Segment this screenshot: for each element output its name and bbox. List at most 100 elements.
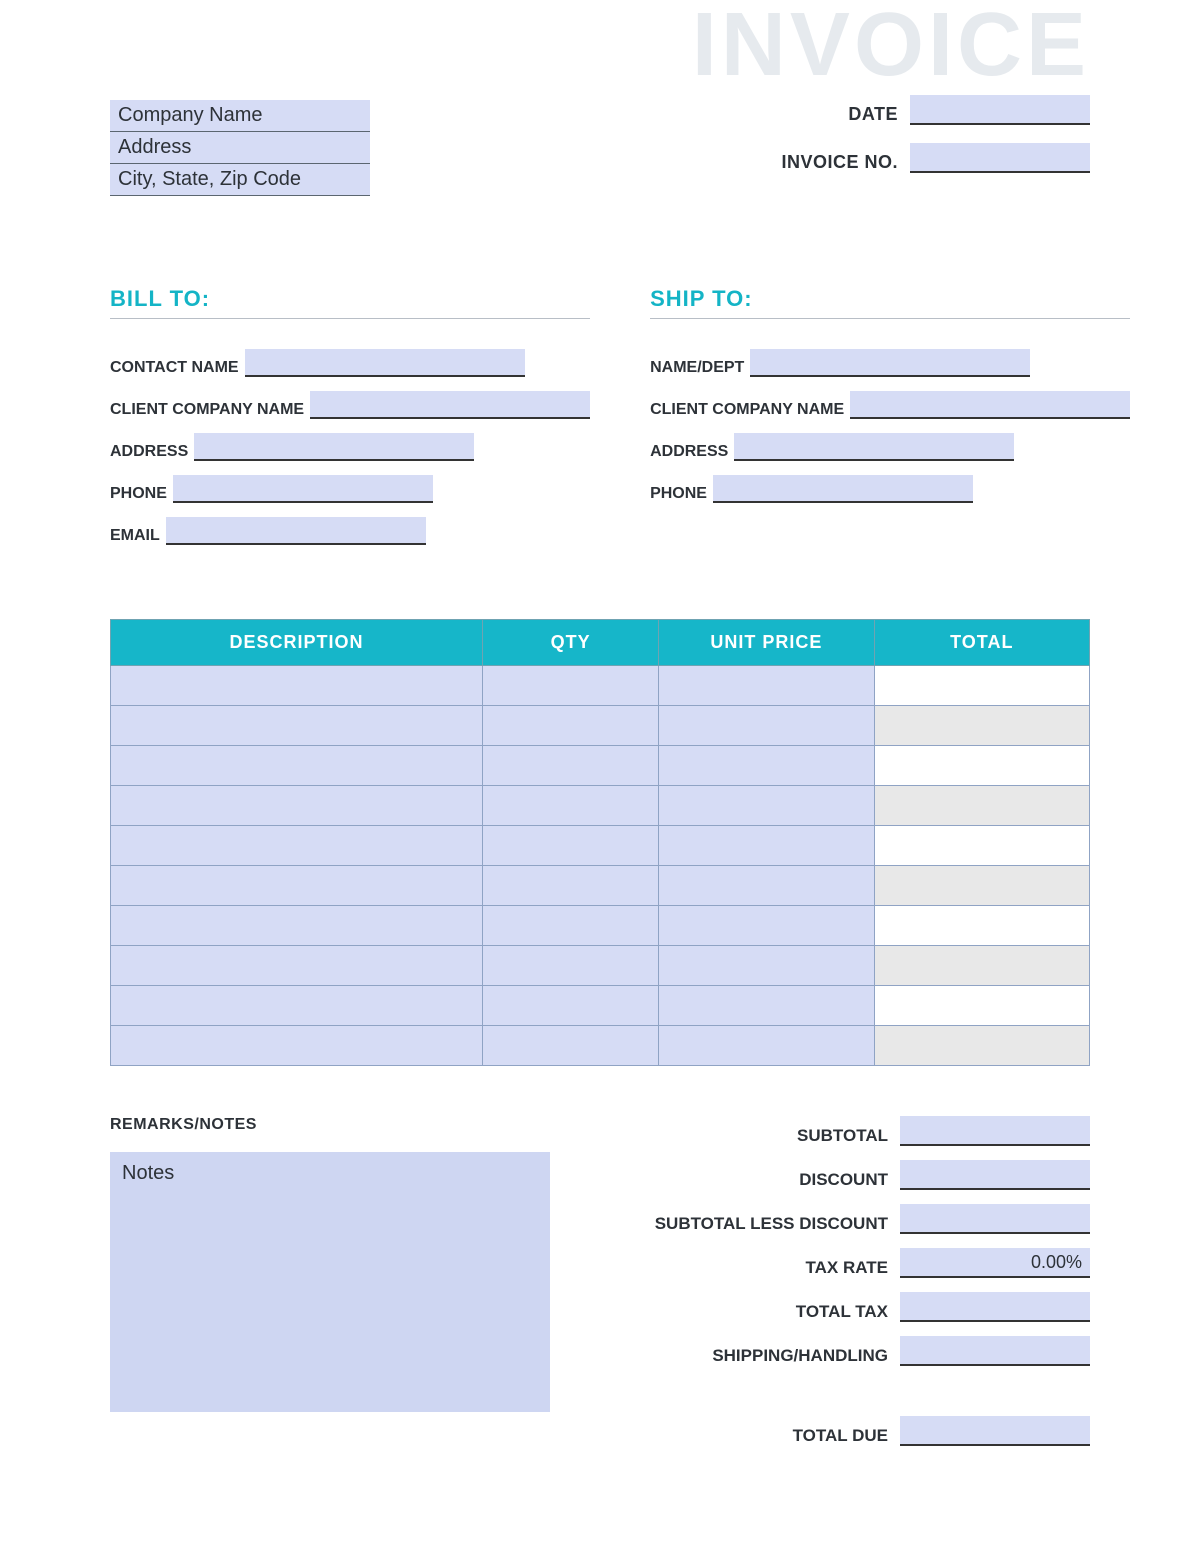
cell-unit_price[interactable] [659, 946, 874, 986]
table-row [111, 826, 1090, 866]
cell-total[interactable] [874, 906, 1089, 946]
bill-to-divider [110, 318, 590, 319]
items-header-qty: QTY [483, 620, 659, 666]
total-row: SUBTOTAL LESS DISCOUNT [590, 1204, 1090, 1234]
cell-description[interactable] [111, 786, 483, 826]
cell-unit_price[interactable] [659, 986, 874, 1026]
total-value-input[interactable] [900, 1160, 1090, 1190]
bill-to-field-input[interactable] [310, 391, 590, 419]
cell-total[interactable] [874, 986, 1089, 1026]
invoice-no-row: INVOICE NO. [730, 143, 1090, 173]
cell-qty[interactable] [483, 906, 659, 946]
bill-to-field-row: CLIENT COMPANY NAME [110, 391, 590, 419]
notes-textarea[interactable]: Notes [110, 1152, 550, 1412]
ship-to-field-input[interactable] [734, 433, 1014, 461]
total-due-row: TOTAL DUE [590, 1416, 1090, 1446]
total-label: SUBTOTAL [797, 1126, 888, 1146]
address-sections: BILL TO: CONTACT NAMECLIENT COMPANY NAME… [110, 286, 1090, 559]
items-header-unit_price: UNIT PRICE [659, 620, 874, 666]
total-label: TAX RATE [806, 1258, 888, 1278]
cell-total[interactable] [874, 866, 1089, 906]
total-label: SUBTOTAL LESS DISCOUNT [655, 1214, 888, 1234]
total-value-input[interactable]: 0.00% [900, 1248, 1090, 1278]
invoice-page: INVOICE Company Name Address City, State… [0, 0, 1200, 1520]
cell-total[interactable] [874, 1026, 1089, 1066]
total-row: TOTAL TAX [590, 1292, 1090, 1322]
items-header-description: DESCRIPTION [111, 620, 483, 666]
bill-to-field-input[interactable] [245, 349, 525, 377]
bill-to-field-row: PHONE [110, 475, 590, 503]
cell-total[interactable] [874, 746, 1089, 786]
cell-qty[interactable] [483, 706, 659, 746]
table-row [111, 866, 1090, 906]
date-input[interactable] [910, 95, 1090, 125]
ship-to-field-row: NAME/DEPT [650, 349, 1130, 377]
total-value-input[interactable] [900, 1116, 1090, 1146]
bill-to-field-label: CONTACT NAME [110, 359, 239, 377]
ship-to-field-row: CLIENT COMPANY NAME [650, 391, 1130, 419]
cell-qty[interactable] [483, 986, 659, 1026]
cell-unit_price[interactable] [659, 746, 874, 786]
cell-unit_price[interactable] [659, 666, 874, 706]
cell-total[interactable] [874, 666, 1089, 706]
total-value-input[interactable] [900, 1292, 1090, 1322]
ship-to-field-label: CLIENT COMPANY NAME [650, 401, 844, 419]
cell-qty[interactable] [483, 866, 659, 906]
cell-unit_price[interactable] [659, 706, 874, 746]
ship-to-field-input[interactable] [850, 391, 1130, 419]
invoice-watermark: INVOICE [692, 0, 1090, 90]
cell-unit_price[interactable] [659, 866, 874, 906]
ship-to-field-input[interactable] [713, 475, 973, 503]
items-header-total: TOTAL [874, 620, 1089, 666]
cell-description[interactable] [111, 906, 483, 946]
cell-qty[interactable] [483, 1026, 659, 1066]
total-value-input[interactable] [900, 1336, 1090, 1366]
cell-description[interactable] [111, 706, 483, 746]
total-label: TOTAL TAX [796, 1302, 888, 1322]
cell-total[interactable] [874, 706, 1089, 746]
cell-description[interactable] [111, 866, 483, 906]
date-row: DATE [730, 95, 1090, 125]
cell-unit_price[interactable] [659, 786, 874, 826]
bill-to-field-label: EMAIL [110, 527, 160, 545]
company-name-field[interactable]: Company Name [110, 100, 370, 132]
ship-to-field-label: ADDRESS [650, 443, 728, 461]
total-label: SHIPPING/HANDLING [712, 1346, 888, 1366]
total-due-input[interactable] [900, 1416, 1090, 1446]
cell-qty[interactable] [483, 946, 659, 986]
cell-unit_price[interactable] [659, 906, 874, 946]
company-citystatezip-field[interactable]: City, State, Zip Code [110, 164, 370, 196]
cell-total[interactable] [874, 826, 1089, 866]
cell-unit_price[interactable] [659, 1026, 874, 1066]
cell-description[interactable] [111, 666, 483, 706]
cell-description[interactable] [111, 1026, 483, 1066]
table-row [111, 746, 1090, 786]
remarks-heading: REMARKS/NOTES [110, 1116, 550, 1134]
ship-to-field-input[interactable] [750, 349, 1030, 377]
table-row [111, 906, 1090, 946]
bill-to-field-input[interactable] [173, 475, 433, 503]
cell-description[interactable] [111, 986, 483, 1026]
company-address-field[interactable]: Address [110, 132, 370, 164]
cell-qty[interactable] [483, 826, 659, 866]
cell-qty[interactable] [483, 746, 659, 786]
invoice-no-label: INVOICE NO. [781, 152, 898, 173]
bill-to-field-input[interactable] [166, 517, 426, 545]
total-value-input[interactable] [900, 1204, 1090, 1234]
total-row: SUBTOTAL [590, 1116, 1090, 1146]
totals-block: SUBTOTAL DISCOUNT SUBTOTAL LESS DISCOUNT TA… [590, 1116, 1090, 1460]
remarks-block: REMARKS/NOTES Notes [110, 1116, 550, 1460]
invoice-no-input[interactable] [910, 143, 1090, 173]
cell-total[interactable] [874, 946, 1089, 986]
total-label: DISCOUNT [799, 1170, 888, 1190]
cell-description[interactable] [111, 826, 483, 866]
ship-to-field-row: ADDRESS [650, 433, 1130, 461]
cell-qty[interactable] [483, 666, 659, 706]
table-row [111, 666, 1090, 706]
cell-description[interactable] [111, 946, 483, 986]
cell-description[interactable] [111, 746, 483, 786]
cell-unit_price[interactable] [659, 826, 874, 866]
cell-total[interactable] [874, 786, 1089, 826]
bill-to-field-input[interactable] [194, 433, 474, 461]
cell-qty[interactable] [483, 786, 659, 826]
